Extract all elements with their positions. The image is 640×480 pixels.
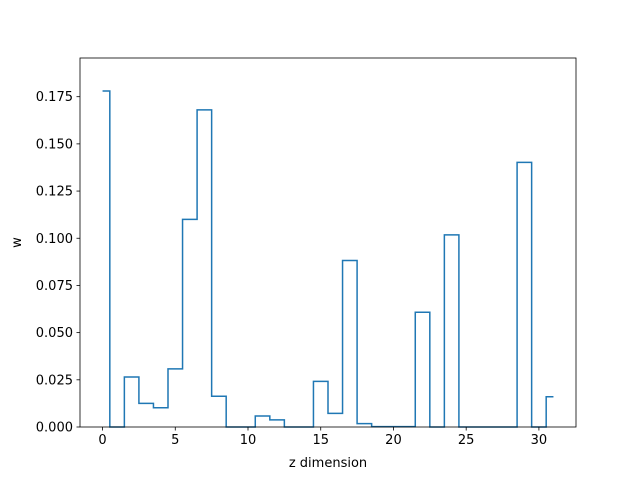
y-tick-label: 0.100 [36,232,73,247]
y-axis-label: w [10,237,25,248]
y-tick-label: 0.075 [36,279,73,294]
x-tick-label: 10 [240,433,257,448]
x-tick-label: 25 [458,433,475,448]
y-tick-label: 0.000 [36,421,73,436]
y-tick-label: 0.025 [36,373,73,388]
x-tick-label: 30 [531,433,548,448]
y-tick-label: 0.050 [36,326,73,341]
x-tick-label: 5 [171,433,179,448]
y-tick-label: 0.150 [36,137,73,152]
y-tick-label: 0.175 [36,90,73,105]
x-tick-label: 0 [98,433,106,448]
plot-area [80,58,576,427]
plot-frame [79,57,577,428]
y-axis-ticks: 0.000 0.025 0.050 0.075 0.100 0.125 0.150 0.175 [36,90,80,436]
x-axis-ticks: 0 5 10 15 20 25 30 [98,427,547,448]
x-tick-label: 15 [312,433,329,448]
y-tick-label: 0.125 [36,185,73,200]
x-axis-label: z dimension [289,456,367,471]
x-tick-label: 20 [385,433,402,448]
